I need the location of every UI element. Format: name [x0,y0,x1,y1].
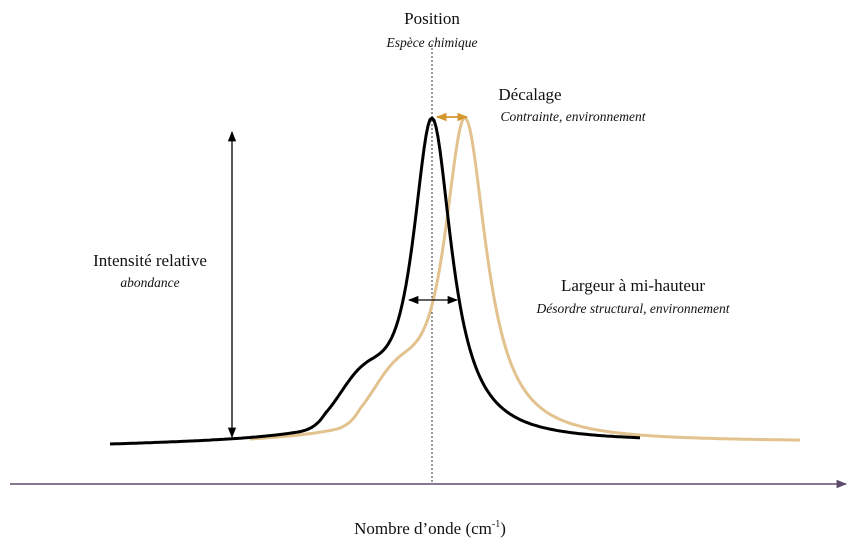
width-subtitle: Désordre structural, environnement [535,301,730,316]
axis-label: Nombre d’onde (cm-1) [354,519,506,538]
axis-label-sup: -1 [492,519,500,530]
position-subtitle: Espèce chimique [385,35,477,50]
position-title: Position [404,9,460,28]
intensity-subtitle: abondance [120,275,179,290]
shift-title: Décalage [498,85,561,104]
axis-label-suffix: ) [500,519,506,538]
shift-subtitle: Contrainte, environnement [501,109,647,124]
shifted-peak [249,115,801,442]
intensity-title: Intensité relative [93,251,207,270]
reference-peak [109,115,640,446]
axis-label-text: Nombre d’onde (cm [354,519,492,538]
width-title: Largeur à mi-hauteur [561,276,705,295]
